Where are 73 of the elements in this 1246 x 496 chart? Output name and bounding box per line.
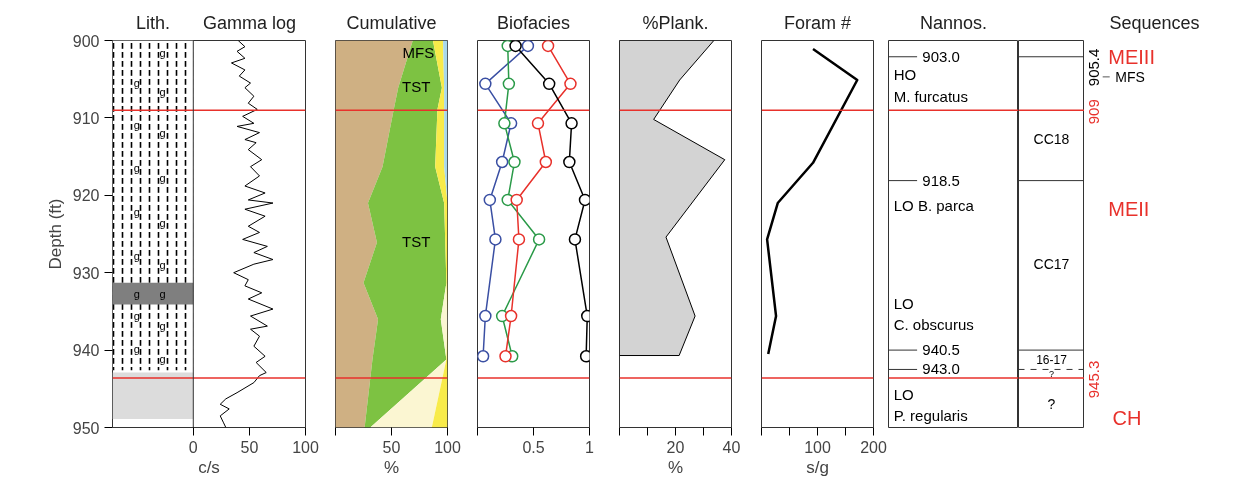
x-tick-label: 0.5 (522, 438, 545, 456)
y-tick-label: 900 (72, 32, 100, 50)
annotation: g (133, 343, 140, 356)
text: CH (1112, 407, 1142, 430)
text: 16-17 (1036, 352, 1068, 367)
chart-title: %Plank. (642, 12, 709, 33)
text: MFS (1115, 68, 1145, 85)
text: M. furcatus (893, 87, 968, 105)
text: LO (893, 385, 914, 403)
x-tick-label: 100 (434, 438, 461, 456)
text: LO (893, 295, 914, 313)
y-tick-label: 950 (72, 419, 100, 437)
x-axis-title: s/g (806, 457, 829, 477)
y-tick-label: 930 (72, 264, 100, 282)
x-tick-label: 200 (860, 438, 887, 456)
chart-title: Cumulative (346, 12, 437, 33)
text: MEII (1108, 198, 1150, 221)
annotation: MFS (402, 44, 435, 62)
x-axis-title: % (667, 457, 684, 477)
annotation: g (133, 287, 140, 300)
text: ? (1049, 369, 1055, 380)
annotation: g (133, 118, 140, 131)
x-axis-title: c/s (198, 457, 220, 477)
x-tick-label: 100 (804, 438, 831, 456)
annotation: TST (401, 233, 431, 251)
annotation: g (133, 310, 140, 323)
annotation: g (159, 287, 166, 300)
chart-title: Biofacies (496, 12, 571, 33)
text: Lith. (135, 12, 170, 33)
x-tick-label: 1 (585, 438, 595, 456)
annotation: g (159, 46, 166, 59)
text: C. obscurus (893, 316, 974, 334)
annotation: g (159, 217, 166, 230)
text: MEIII (1108, 45, 1155, 68)
x-tick-label: 20 (666, 438, 685, 456)
annotation: g (133, 206, 140, 219)
annotation: g (159, 353, 166, 366)
annotation: g (133, 77, 140, 90)
x-tick-label: 100 (292, 438, 319, 456)
text: LO B. parca (893, 196, 975, 214)
text: 943.0 (922, 360, 960, 378)
text: 945.3 (1085, 360, 1103, 399)
annotation: g (159, 320, 166, 333)
x-tick-label: 50 (382, 438, 401, 456)
text: CC17 (1033, 256, 1070, 273)
x-tick-label: 0 (188, 438, 198, 456)
text: P. regularis (893, 406, 968, 424)
annotation: g (159, 85, 166, 98)
chart-title: Gamma log (202, 12, 296, 33)
y-tick-label: 920 (72, 187, 100, 205)
x-tick-label: 50 (240, 438, 259, 456)
text: ? (1047, 396, 1056, 413)
text: 909 (1085, 99, 1103, 125)
text: Sequences (1109, 12, 1200, 33)
text: HO (893, 66, 917, 84)
y-tick-label: 910 (72, 109, 100, 127)
text: 905.4 (1085, 48, 1103, 87)
annotation: g (159, 172, 166, 185)
chart-title: Foram # (783, 12, 852, 33)
text: 940.5 (922, 341, 960, 359)
annotation: TST (401, 78, 431, 96)
text: CC18 (1033, 130, 1070, 147)
annotation: g (133, 250, 140, 263)
y-axis-title: Depth (ft) (45, 198, 65, 270)
text: Nannos. (919, 12, 988, 33)
x-axis-title: % (383, 457, 400, 477)
annotation: g (159, 127, 166, 140)
x-tick-label: 40 (722, 438, 741, 456)
annotation: g (133, 162, 140, 175)
y-tick-label: 940 (72, 342, 100, 360)
text: 903.0 (922, 47, 960, 65)
annotation: g (159, 258, 166, 271)
text: 918.5 (922, 171, 960, 189)
